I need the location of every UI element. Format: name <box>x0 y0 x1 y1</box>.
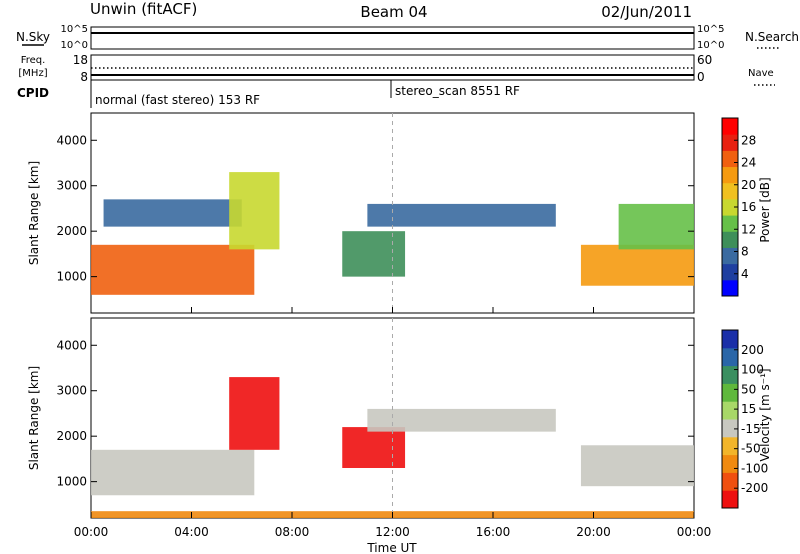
velocity-y-ticks: 4000 3000 2000 1000 <box>56 338 694 489</box>
power-colorbar-tick-label-2: 20 <box>741 178 756 192</box>
nsky-tick-bottom-right: 10^0 <box>697 40 724 51</box>
power-echo-layer <box>91 113 694 313</box>
velocity-colorbar-swatch-5 <box>722 401 738 420</box>
x-axis-label: Time UT <box>366 541 417 554</box>
velocity-echo-3 <box>367 408 556 432</box>
velocity-colorbar-tick-label-7: -200 <box>741 481 768 495</box>
power-colorbar-tick-label-4: 12 <box>741 222 756 236</box>
nsky-tick-top-left: 10^5 <box>61 24 88 35</box>
vel-ytick-label-0: 4000 <box>56 338 87 352</box>
power-echo-6 <box>618 203 694 250</box>
xtick-label-5: 20:00 <box>576 525 611 539</box>
xtick-label-2: 08:00 <box>275 525 310 539</box>
nave-tick-bottom: 0 <box>697 70 705 84</box>
freq-tick-top: 18 <box>73 53 88 67</box>
xtick-label-6: 00:00 <box>677 525 712 539</box>
power-colorbar-swatch-0 <box>722 279 738 297</box>
velocity-colorbar-swatch-9 <box>722 330 738 349</box>
velocity-colorbar-tick-label-5: -50 <box>741 442 761 456</box>
power-colorbar-swatch-10 <box>722 118 738 135</box>
nsky-tick-top-right: 10^5 <box>697 24 724 35</box>
velocity-colorbar-swatch-4 <box>722 419 738 438</box>
time-axis: 00:00 04:00 08:00 12:00 16:00 20:00 00:00 <box>74 307 712 539</box>
power-echo-0 <box>91 244 255 295</box>
velocity-colorbar-tick-label-0: 200 <box>741 343 764 357</box>
vel-ytick-label-3: 1000 <box>56 475 87 489</box>
power-echo-1 <box>103 199 242 227</box>
power-ytick-label-1: 3000 <box>56 179 87 193</box>
cpid-mode-1-label: normal (fast stereo) 153 RF <box>95 93 260 107</box>
power-ytick-label-2: 2000 <box>56 224 87 238</box>
nsky-label: N.Sky <box>16 30 50 44</box>
velocity-colorbar: 200 100 50 15 -15 -50 -100 -200 <box>721 329 768 509</box>
velocity-colorbar-tick-label-2: 50 <box>741 382 756 396</box>
velocity-echo-0 <box>91 449 255 496</box>
power-echo-2 <box>229 172 280 250</box>
velocity-y-axis-label: Slant Range [km] <box>27 366 41 470</box>
velocity-colorbar-tick-label-3: 15 <box>741 402 756 416</box>
xtick-label-4: 16:00 <box>476 525 511 539</box>
vel-ytick-label-2: 2000 <box>56 429 87 443</box>
power-ytick-label-3: 1000 <box>56 270 87 284</box>
power-colorbar-swatch-6 <box>722 182 738 200</box>
velocity-echo-layer <box>91 318 694 518</box>
power-colorbar-tick-label-6: 4 <box>741 267 749 281</box>
freq-tick-bottom: 8 <box>80 70 88 84</box>
xtick-label-3: 12:00 <box>375 525 410 539</box>
nave-label: Nave <box>748 68 774 79</box>
cpid-mode-2-label: stereo_scan 8551 RF <box>395 84 520 98</box>
velocity-panel: 4000 3000 2000 1000 <box>56 317 695 519</box>
velocity-echo-1 <box>229 377 280 450</box>
power-colorbar-tick-label-5: 8 <box>741 245 749 259</box>
velocity-echo-2 <box>342 427 406 468</box>
velocity-colorbar-swatch-1 <box>722 472 738 491</box>
velocity-colorbar-swatch-2 <box>722 454 738 473</box>
power-colorbar-swatch-4 <box>722 215 738 232</box>
beam-title: Beam 04 <box>360 3 427 21</box>
velocity-colorbar-swatch-7 <box>722 365 738 384</box>
xtick-label-1: 04:00 <box>174 525 209 539</box>
power-y-axis-label: Slant Range [km] <box>27 161 41 265</box>
power-colorbar-tick-label-3: 16 <box>741 200 756 214</box>
velocity-colorbar-frame <box>721 329 739 509</box>
velocity-colorbar-swatch-0 <box>722 490 738 509</box>
power-echo-5 <box>580 244 694 286</box>
power-colorbar: 28 24 20 16 12 8 4 <box>721 117 756 297</box>
power-colorbar-swatch-3 <box>722 231 738 248</box>
power-y-ticks: 4000 3000 2000 1000 <box>56 133 694 284</box>
power-colorbar-swatch-7 <box>722 166 738 184</box>
velocity-colorbar-tick-label-4: -15 <box>741 422 761 436</box>
vel-ytick-label-1: 3000 <box>56 384 87 398</box>
velocity-colorbar-swatch-6 <box>722 383 738 402</box>
power-colorbar-swatch-9 <box>722 134 738 151</box>
nave-tick-top: 60 <box>697 53 712 67</box>
power-ytick-label-0: 4000 <box>56 133 87 147</box>
velocity-echo-4 <box>580 445 694 487</box>
nsearch-label: N.Search <box>745 30 799 44</box>
power-colorbar-swatch-8 <box>722 150 738 168</box>
power-colorbar-tick-label-1: 24 <box>741 156 756 170</box>
cpid-label: CPID <box>17 86 49 100</box>
power-colorbar-tick-label-0: 28 <box>741 133 756 147</box>
power-colorbar-swatch-5 <box>722 198 738 216</box>
freq-unit: [MHz] <box>18 68 47 79</box>
velocity-colorbar-swatch-3 <box>722 436 738 456</box>
freq-label: Freq. <box>21 55 46 66</box>
velocity-colorbar-swatch-8 <box>722 347 738 367</box>
velocity-colorbar-tick-label-6: -100 <box>741 461 768 475</box>
power-panel: 4000 3000 2000 1000 <box>56 112 695 314</box>
nsky-panel-frame <box>90 26 695 50</box>
power-colorbar-label: Power [dB] <box>758 177 772 242</box>
power-echo-3 <box>342 231 406 277</box>
xtick-label-0: 00:00 <box>74 525 109 539</box>
power-echo-4 <box>367 203 556 227</box>
station-title: Unwin (fitACF) <box>90 0 197 18</box>
velocity-colorbar-tick-label-1: 100 <box>741 363 764 377</box>
power-colorbar-swatch-1 <box>722 263 738 281</box>
date-title: 02/Jun/2011 <box>601 3 692 21</box>
nsky-tick-bottom-left: 10^0 <box>61 40 88 51</box>
power-colorbar-swatch-2 <box>722 247 738 265</box>
velocity-colorbar-label: Velocity [m s⁻¹] <box>758 368 772 461</box>
